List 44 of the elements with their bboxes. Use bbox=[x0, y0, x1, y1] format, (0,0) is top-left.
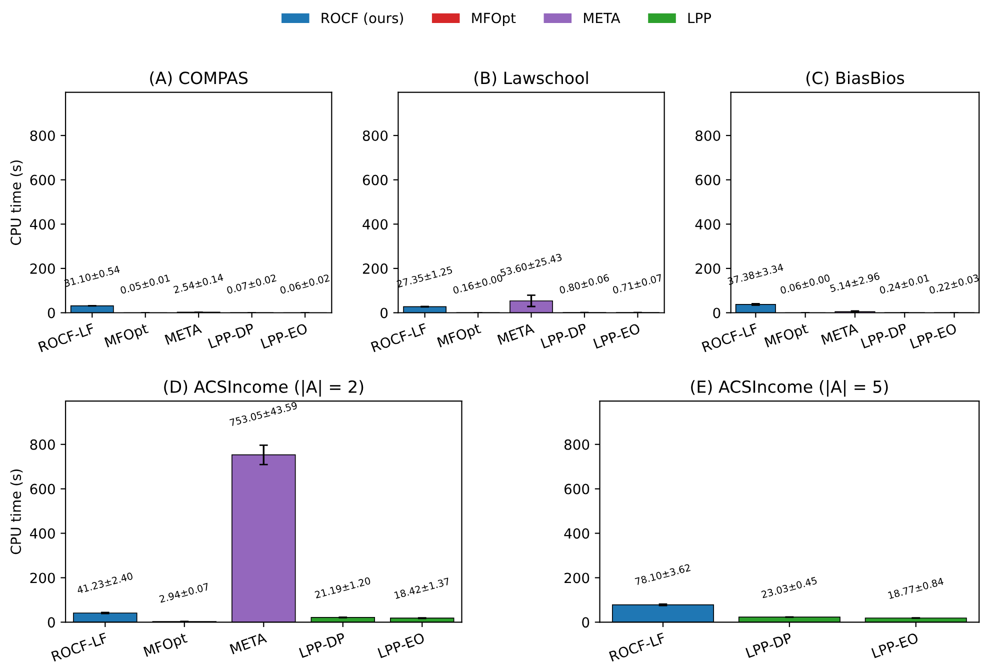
chart-title: (B) Lawschool bbox=[474, 71, 588, 86]
y-tick-label: 600 bbox=[30, 174, 55, 186]
legend-label: ROCF (ours) bbox=[322, 12, 403, 25]
x-tick-label: META bbox=[821, 322, 858, 345]
y-axis-title: CPU time (s) bbox=[10, 470, 23, 554]
chart-title: (D) ACSIncome (|A| = 2) bbox=[164, 380, 364, 397]
y-tick-label: 200 bbox=[362, 263, 388, 274]
y-tick-label: 0 bbox=[713, 308, 720, 318]
legend-label: LPP bbox=[688, 12, 712, 24]
y-tick-label: 400 bbox=[30, 528, 55, 539]
x-tick-label: META bbox=[164, 322, 202, 345]
y-tick-label: 0 bbox=[48, 308, 55, 318]
y-tick-label: 800 bbox=[362, 130, 388, 141]
y-tick-label: 400 bbox=[362, 219, 388, 230]
y-tick-label: 800 bbox=[30, 130, 55, 141]
y-tick-label: 0 bbox=[48, 617, 55, 628]
chart-title: (E) ACSIncome (|A| = 5) bbox=[691, 380, 888, 397]
y-tick-label: 600 bbox=[696, 174, 720, 186]
y-tick-label: 200 bbox=[30, 263, 55, 274]
y-tick-label: 400 bbox=[564, 528, 590, 539]
y-tick-label: 0 bbox=[380, 308, 388, 318]
y-tick-label: 600 bbox=[362, 174, 388, 186]
y-tick-label: 200 bbox=[696, 263, 720, 274]
y-tick-label: 400 bbox=[695, 219, 720, 230]
y-tick-label: 200 bbox=[30, 572, 55, 584]
y-tick-label: 800 bbox=[30, 439, 55, 450]
x-tick-label: META bbox=[497, 322, 535, 345]
x-tick-label: MFOpt bbox=[436, 322, 482, 350]
y-tick-label: 800 bbox=[564, 439, 590, 450]
y-tick-label: 200 bbox=[564, 572, 590, 584]
legend-label: MFOpt bbox=[472, 12, 516, 26]
y-tick-label: 0 bbox=[582, 617, 590, 628]
x-tick-label: MFOpt bbox=[104, 322, 150, 350]
y-tick-label: 600 bbox=[564, 484, 590, 494]
y-tick-label: 600 bbox=[30, 484, 55, 494]
chart-title: (C) BiasBios bbox=[806, 71, 904, 86]
y-tick-label: 400 bbox=[30, 219, 55, 230]
x-tick-label: MFOpt bbox=[764, 322, 810, 350]
y-tick-label: 800 bbox=[696, 130, 720, 141]
y-axis-title: CPU time (s) bbox=[10, 160, 23, 245]
legend-label: META bbox=[584, 12, 620, 24]
x-tick-label: MFOpt bbox=[143, 632, 189, 660]
chart-title: (A) COMPAS bbox=[150, 71, 248, 86]
x-tick-label: META bbox=[230, 632, 268, 654]
